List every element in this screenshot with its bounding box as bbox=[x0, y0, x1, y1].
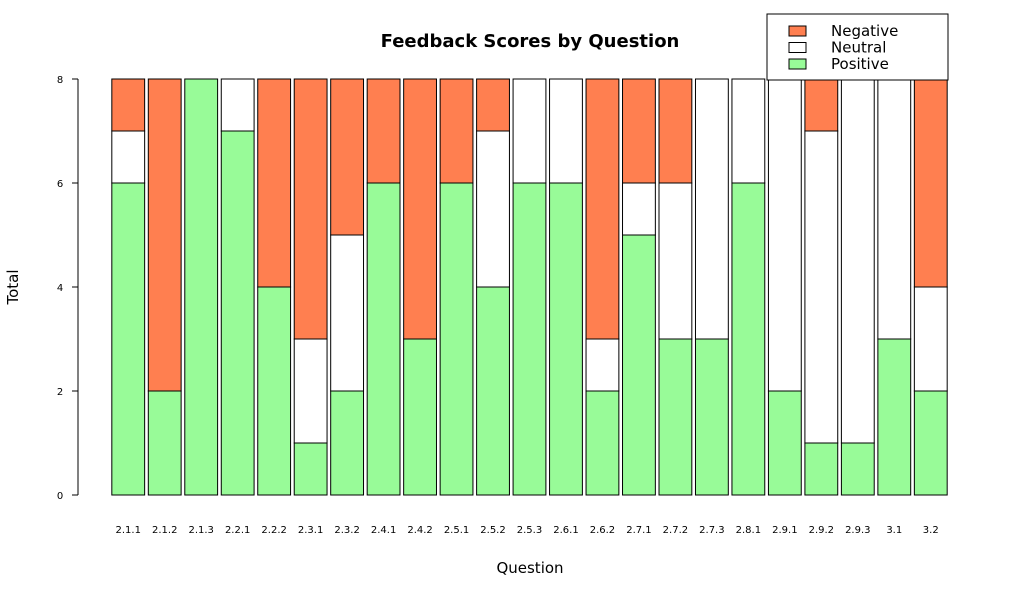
bar-neutral-2-6-2 bbox=[585, 338, 620, 392]
bar-neutral-2-3-2 bbox=[330, 234, 365, 392]
x-tick-label: 2.8.1 bbox=[736, 525, 761, 536]
bar-positive-2-7-3 bbox=[694, 338, 729, 496]
x-tick-label: 2.5.2 bbox=[480, 525, 505, 536]
legend-label-negative: Negative bbox=[831, 22, 898, 40]
legend-swatch-neutral bbox=[788, 42, 807, 53]
bar-negative-2-7-1 bbox=[622, 78, 656, 184]
bar-neutral-2-5-2 bbox=[476, 130, 510, 288]
x-tick-label: 2.2.2 bbox=[261, 525, 286, 536]
bar-positive-2-2-2 bbox=[257, 286, 292, 496]
bar-positive-2-9-3 bbox=[840, 442, 875, 496]
bar-positive-3-1 bbox=[877, 338, 912, 496]
x-tick-label: 2.2.1 bbox=[225, 525, 250, 536]
bar-positive-2-1-3 bbox=[184, 78, 219, 496]
y-axis: 0 2 4 6 8 bbox=[57, 75, 79, 502]
bar-neutral-2-1-1 bbox=[111, 130, 146, 184]
x-axis-label: Question bbox=[496, 559, 563, 577]
bar-positive-2-2-1 bbox=[220, 130, 255, 496]
x-tick-label: 2.9.2 bbox=[809, 525, 834, 536]
bar-positive-2-7-1 bbox=[622, 234, 656, 496]
x-tick-labels: 2.1.1 2.1.2 2.1.3 2.2.1 2.2.2 2.3.1 2.3.2 2.4.1… bbox=[116, 525, 939, 536]
bar-negative-2-1-2 bbox=[147, 78, 182, 392]
bar-neutral-2-9-3 bbox=[840, 78, 875, 444]
bar-negative-2-9-2 bbox=[804, 78, 839, 132]
bar-neutral-2-2-1 bbox=[220, 78, 255, 132]
y-tick-label: 6 bbox=[57, 179, 63, 190]
bar-negative-2-3-1 bbox=[293, 78, 328, 340]
bar-positive-2-8-1 bbox=[731, 182, 766, 496]
bar-negative-2-2-2 bbox=[257, 78, 292, 288]
bars bbox=[111, 78, 948, 496]
x-tick-label: 3.2 bbox=[923, 525, 939, 536]
bar-positive-2-1-1 bbox=[111, 182, 146, 496]
bar-positive-2-6-1 bbox=[549, 182, 583, 496]
bar-neutral-2-5-3 bbox=[512, 78, 547, 184]
y-axis-label: Total bbox=[4, 269, 22, 305]
x-tick-label: 2.1.3 bbox=[188, 525, 213, 536]
x-tick-label: 2.6.2 bbox=[590, 525, 615, 536]
bar-neutral-2-7-1 bbox=[622, 182, 656, 236]
bar-positive-2-4-1 bbox=[366, 182, 401, 496]
legend-swatch-negative bbox=[788, 25, 807, 37]
bar-neutral-2-8-1 bbox=[731, 78, 766, 184]
bar-neutral-2-7-2 bbox=[658, 182, 693, 340]
bar-neutral-2-6-1 bbox=[549, 78, 583, 184]
legend-label-positive: Positive bbox=[831, 55, 889, 73]
bar-positive-2-7-2 bbox=[658, 338, 693, 496]
bar-negative-2-1-1 bbox=[111, 78, 146, 132]
bar-negative-2-7-2 bbox=[658, 78, 693, 184]
bar-positive-2-9-1 bbox=[767, 390, 802, 496]
x-tick-label: 2.9.3 bbox=[845, 525, 870, 536]
x-tick-label: 2.4.2 bbox=[407, 525, 432, 536]
bar-positive-2-4-2 bbox=[403, 338, 437, 496]
bar-negative-3-2 bbox=[913, 78, 948, 288]
y-tick-label: 4 bbox=[57, 283, 63, 294]
x-tick-label: 2.1.1 bbox=[116, 525, 141, 536]
bar-neutral-3-2 bbox=[913, 286, 948, 392]
y-tick-label: 2 bbox=[57, 387, 63, 398]
bar-neutral-2-3-1 bbox=[293, 338, 328, 444]
bar-neutral-3-1 bbox=[877, 78, 912, 340]
bar-neutral-2-7-3 bbox=[694, 78, 729, 340]
bar-negative-2-5-2 bbox=[476, 78, 510, 132]
bar-positive-2-5-2 bbox=[476, 286, 510, 496]
bar-positive-2-5-3 bbox=[512, 182, 547, 496]
bar-positive-2-5-1 bbox=[439, 182, 474, 496]
bar-negative-2-4-2 bbox=[403, 78, 437, 340]
x-tick-label: 2.3.2 bbox=[334, 525, 359, 536]
bar-positive-3-2 bbox=[913, 390, 948, 496]
legend-swatch-positive bbox=[788, 58, 807, 70]
y-tick-label: 0 bbox=[57, 491, 63, 502]
bar-positive-2-1-2 bbox=[147, 390, 182, 496]
bar-negative-2-4-1 bbox=[366, 78, 401, 184]
x-tick-label: 2.3.1 bbox=[298, 525, 323, 536]
bar-neutral-2-9-1 bbox=[767, 78, 802, 392]
x-tick-label: 2.7.3 bbox=[699, 525, 724, 536]
bar-negative-2-5-1 bbox=[439, 78, 474, 184]
x-tick-label: 2.1.2 bbox=[152, 525, 177, 536]
legend-label-neutral: Neutral bbox=[831, 39, 886, 57]
x-tick-label: 2.5.1 bbox=[444, 525, 469, 536]
bar-negative-2-3-2 bbox=[330, 78, 365, 236]
x-tick-label: 2.9.1 bbox=[772, 525, 797, 536]
y-tick-label: 8 bbox=[57, 75, 63, 86]
bar-positive-2-3-2 bbox=[330, 390, 365, 496]
x-tick-label: 2.6.1 bbox=[553, 525, 578, 536]
x-tick-label: 3.1 bbox=[886, 525, 902, 536]
bar-positive-2-6-2 bbox=[585, 390, 620, 496]
bar-neutral-2-9-2 bbox=[804, 130, 839, 444]
bar-negative-2-6-2 bbox=[585, 78, 620, 340]
x-tick-label: 2.7.2 bbox=[663, 525, 688, 536]
x-tick-label: 2.5.3 bbox=[517, 525, 542, 536]
chart-title: Feedback Scores by Question bbox=[381, 31, 680, 52]
x-tick-label: 2.7.1 bbox=[626, 525, 651, 536]
bar-positive-2-9-2 bbox=[804, 442, 839, 496]
bar-positive-2-3-1 bbox=[293, 442, 328, 496]
x-tick-label: 2.4.1 bbox=[371, 525, 396, 536]
